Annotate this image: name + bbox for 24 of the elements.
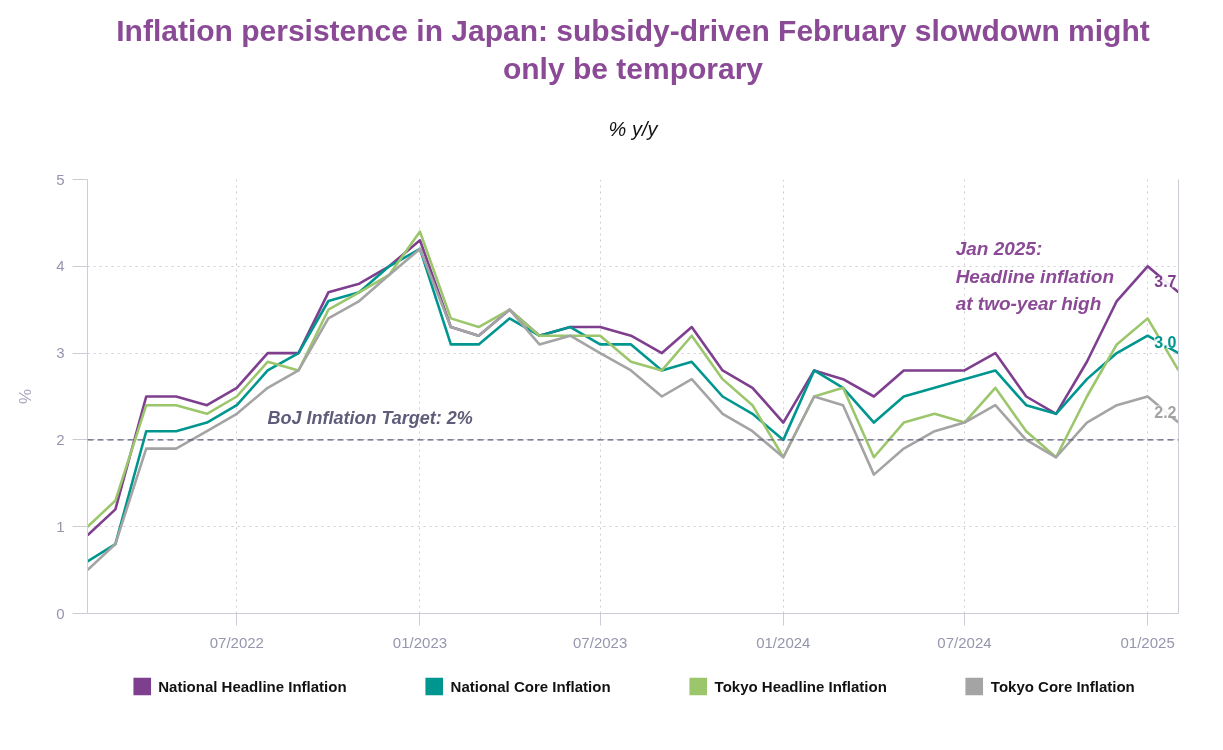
chart-title: Inflation persistence in Japan: subsidy-driven February slowdown might only be temporary <box>116 14 1150 85</box>
x-tick-label: 07/2024 <box>937 633 992 651</box>
y-tick-label: 2 <box>56 430 65 448</box>
annotation: Jan 2025: Headline inflation at two-year high <box>955 238 1114 314</box>
x-tick-label: 01/2023 <box>392 633 448 651</box>
y-tick-label: 5 <box>56 170 65 188</box>
x-tick-label: 07/2022 <box>209 633 264 651</box>
legend-label: National Headline Inflation <box>158 677 347 695</box>
y-tick-label: 3 <box>56 344 65 362</box>
x-tick-label: 07/2023 <box>573 633 628 651</box>
data-label: 3.7 <box>1154 273 1177 291</box>
chart-subtitle: % y/y <box>608 118 659 140</box>
legend-label: National Core Inflation <box>450 677 611 695</box>
data-label: 2.2 <box>1154 403 1177 421</box>
ref-line-label: BoJ Inflation Target: 2% <box>267 407 473 428</box>
data-label: 3.0 <box>1154 334 1177 352</box>
x-tick-label: 01/2024 <box>756 633 811 651</box>
legend-label: Tokyo Core Inflation <box>990 677 1135 695</box>
y-tick-label: 4 <box>56 257 65 275</box>
y-tick-label: 0 <box>56 604 65 622</box>
x-tick-label: 01/2025 <box>1120 633 1175 651</box>
y-tick-label: 1 <box>56 517 65 535</box>
y-axis-title: % <box>16 388 36 405</box>
legend-label: Tokyo Headline Inflation <box>714 677 887 695</box>
